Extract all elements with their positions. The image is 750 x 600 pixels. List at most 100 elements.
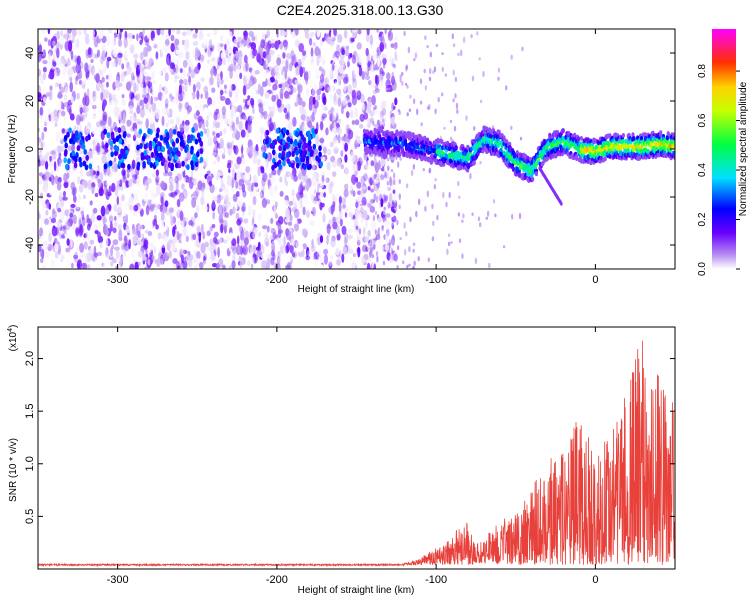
spectrogram-noise-blob: [155, 224, 159, 230]
spectrogram-noise-blob: [161, 115, 165, 127]
spectrogram-noise-blob: [56, 181, 62, 191]
spectrogram-noise-blob: [349, 110, 354, 119]
spectrogram-noise-blob: [39, 227, 44, 237]
spectrogram-noise-blob: [274, 66, 280, 73]
spectrogram-noise-blob: [75, 38, 80, 48]
spectrogram-noise-blob: [317, 58, 322, 63]
spectrogram-noise-blob: [332, 95, 339, 106]
spectrogram-noise-blob: [48, 73, 53, 80]
spectrogram-cluster-blob: [262, 152, 267, 158]
spectrogram-noise-blob: [362, 216, 365, 224]
spectrogram-noise-blob: [165, 122, 169, 128]
spectrogram-noise-blob: [55, 240, 61, 247]
spectrogram-noise-blob: [349, 225, 355, 237]
spectrogram-noise-blob: [333, 146, 339, 154]
spectrogram-noise-blob: [146, 93, 150, 101]
spectrogram-cluster-blob: [294, 131, 299, 137]
spectrogram-noise-blob: [159, 204, 163, 213]
spectrogram-noise-blob: [217, 246, 220, 258]
spectrogram-noise-blob: [350, 237, 354, 244]
spectrogram-noise-blob: [48, 100, 54, 107]
spectrogram-signal-blob: [408, 131, 412, 137]
spectrogram-cluster-blob: [170, 165, 174, 172]
spectrogram-noise-blob: [269, 49, 275, 56]
spectrogram-noise-blob: [294, 101, 299, 107]
spectrogram-noise-blob: [179, 210, 184, 221]
spectrogram-cluster-blob: [307, 130, 311, 137]
spectrogram-noise-blob: [261, 177, 266, 188]
spectrogram-noise-blob: [183, 78, 188, 86]
spectrogram-noise-blob: [185, 235, 189, 243]
spectrogram-noise-blob: [215, 175, 220, 181]
spectrogram-noise-blob: [358, 228, 362, 235]
spectrogram-noise-blob: [494, 213, 497, 218]
spectrogram-noise-blob: [167, 179, 170, 190]
spectrogram-noise-blob: [347, 205, 353, 212]
spectrogram-noise-blob: [67, 260, 71, 268]
spectrogram-noise-blob: [377, 57, 380, 68]
spectrogram-noise-blob: [342, 97, 348, 105]
spectrogram-noise-blob: [224, 76, 228, 82]
spectrogram-noise-blob: [220, 96, 226, 101]
spectrogram-noise-blob: [112, 239, 119, 246]
spectrogram-cluster-blob: [168, 146, 173, 153]
spectrogram-noise-blob: [170, 34, 175, 42]
spectrogram-noise-blob: [214, 109, 221, 121]
spectrogram-noise-blob: [40, 141, 44, 149]
spectrogram-noise-blob: [309, 38, 313, 46]
spectrogram-noise-blob: [132, 34, 135, 40]
spectrogram-noise-blob: [96, 215, 102, 221]
spectrogram-noise-blob: [75, 227, 80, 237]
spectrogram-noise-blob: [367, 186, 371, 191]
spectrogram-cluster-blob: [181, 160, 185, 167]
spectrogram-noise-blob: [331, 229, 336, 234]
spectrogram-noise-blob: [84, 253, 90, 264]
spectrogram-noise-blob: [291, 189, 295, 197]
spectrogram-noise-blob: [190, 29, 194, 32]
spectrogram-noise-blob: [133, 193, 138, 202]
spectrogram-noise-blob: [256, 53, 262, 63]
spectrogram-noise-blob: [334, 80, 338, 91]
spectrogram-noise-blob: [387, 165, 390, 172]
spectrogram-noise-blob: [200, 54, 205, 61]
spectrogram-noise-blob: [161, 235, 165, 240]
spectrogram-noise-blob: [248, 145, 253, 156]
spectrogram-noise-blob: [54, 82, 57, 90]
spectrogram-cluster-blob: [165, 131, 170, 138]
spectrogram-noise-blob: [242, 202, 246, 208]
spectrogram-noise-blob: [518, 212, 522, 220]
spectrogram-noise-blob: [50, 150, 56, 155]
spectrogram-noise-blob: [355, 135, 361, 142]
spectrogram-noise-blob: [348, 181, 353, 191]
spectrogram-noise-blob: [115, 249, 120, 260]
spectrogram-noise-blob: [448, 191, 451, 199]
spectrogram-noise-blob: [174, 72, 178, 77]
spectrogram-noise-blob: [224, 212, 229, 219]
spectrogram-noise-blob: [176, 220, 181, 229]
spectrogram-noise-blob: [40, 141, 46, 149]
spectrogram-noise-blob: [172, 258, 178, 264]
spectrogram-noise-blob: [113, 47, 119, 58]
spectrogram-noise-blob: [109, 118, 112, 126]
spectrogram-noise-blob: [100, 205, 106, 217]
spectrogram-noise-blob: [385, 48, 389, 55]
spectrogram-noise-blob: [213, 109, 219, 116]
spectrogram-noise-blob: [291, 207, 298, 213]
spectrogram-noise-blob: [93, 90, 97, 96]
spectrogram-noise-blob: [67, 145, 72, 151]
spectrogram-noise-blob: [297, 59, 301, 64]
spectrogram-noise-blob: [278, 83, 283, 89]
spectrogram-noise-blob: [365, 65, 368, 74]
spectrogram-noise-blob: [451, 33, 454, 40]
spectrogram-cluster-blob: [73, 162, 78, 169]
spectrogram-noise-blob: [70, 203, 76, 208]
spectrogram-cluster-blob: [291, 151, 295, 157]
spectrogram-noise-blob: [294, 79, 299, 85]
spectrogram-noise-blob: [45, 160, 49, 170]
spectrogram-noise-blob: [210, 68, 214, 78]
spectrogram-noise-blob: [354, 107, 359, 118]
spectrogram-noise-blob: [56, 41, 60, 47]
spectrogram-noise-blob: [164, 200, 169, 208]
spectrogram-cluster-blob: [121, 153, 126, 159]
spectrogram-cluster-blob: [279, 133, 283, 140]
